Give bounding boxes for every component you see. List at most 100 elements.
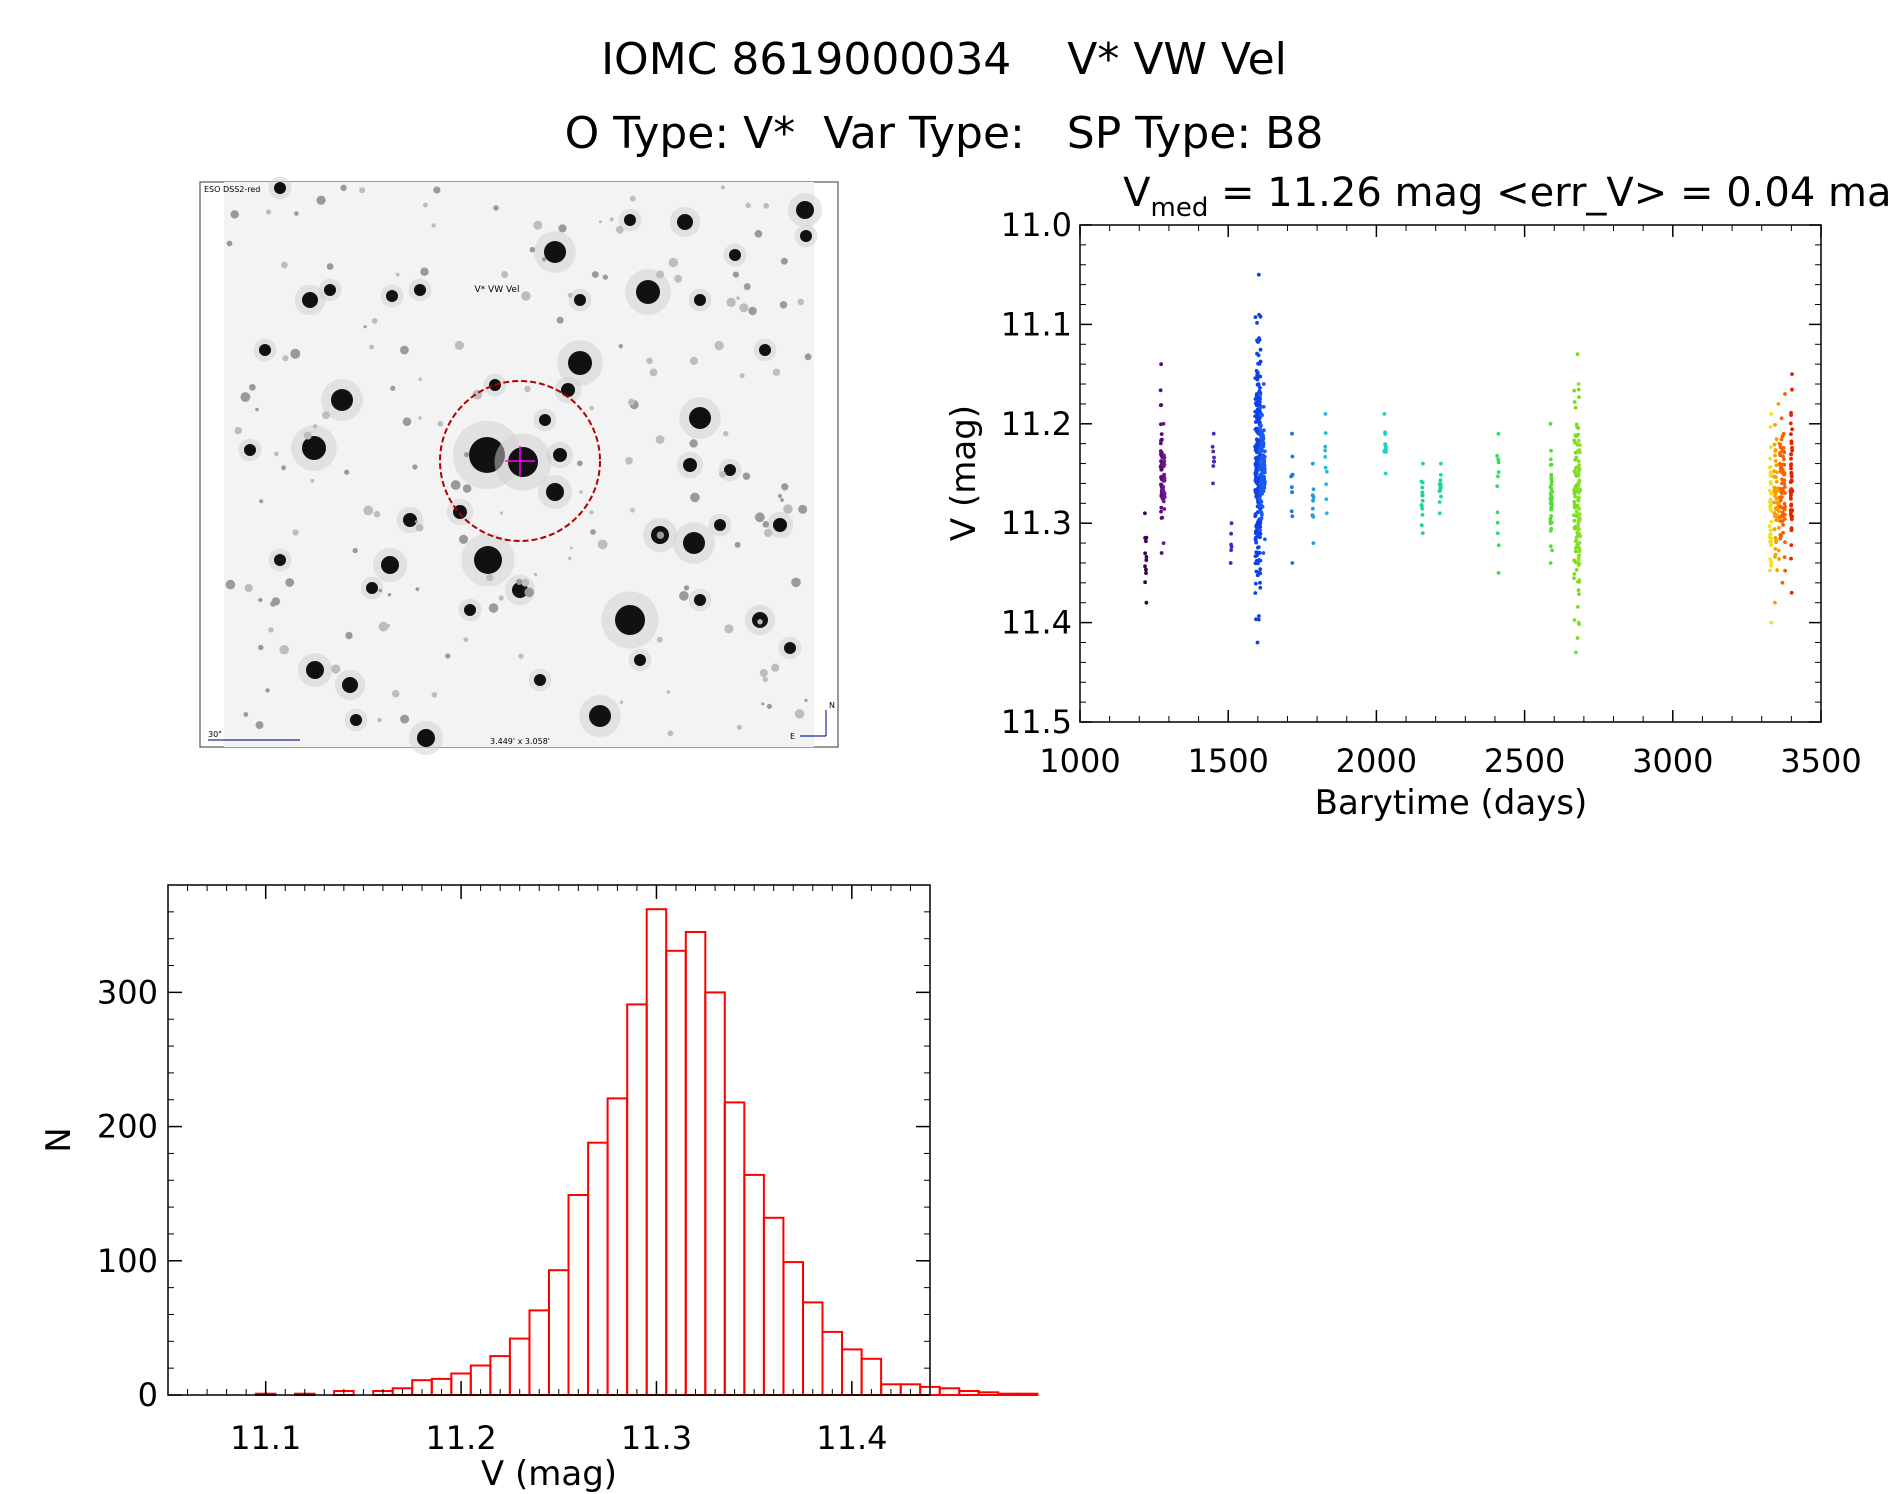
lc-point-20 [1789, 556, 1793, 561]
faint-star [281, 261, 288, 269]
lc-point-6 [1260, 442, 1265, 446]
faint-star [720, 185, 725, 190]
lc-point-2 [1162, 455, 1167, 460]
faint-star [762, 521, 770, 528]
lc-point-19 [1779, 519, 1783, 523]
lc-point-15 [1572, 572, 1577, 576]
faint-star [724, 624, 734, 634]
lc-point-19 [1782, 501, 1787, 506]
lc-point-15 [1576, 432, 1580, 437]
faint-star [294, 211, 299, 216]
faint-star [609, 217, 614, 222]
lc-point-20 [1788, 421, 1793, 426]
lc-point-5 [1258, 359, 1263, 364]
lc-point-15 [1576, 588, 1581, 593]
lc-point-4 [1229, 531, 1233, 536]
lc-point-14 [1549, 490, 1554, 495]
lc-point-16 [1578, 488, 1583, 493]
lc-point-8 [1311, 514, 1316, 519]
scale-label: 30" [208, 730, 222, 739]
lc-point-6 [1263, 449, 1267, 454]
lc-point-9 [1324, 469, 1329, 474]
star [634, 654, 646, 666]
lc-point-8 [1311, 498, 1316, 502]
faint-star [371, 318, 378, 324]
faint-star [772, 368, 781, 376]
star [414, 284, 426, 296]
figure-title: IOMC 8619000034 V* VW Vel [601, 34, 1287, 85]
star [302, 292, 318, 308]
lc-point-3 [1210, 444, 1215, 449]
hist-xtick-label: 11.2 [425, 1419, 496, 1457]
faint-star [649, 368, 658, 377]
fov-label: 3.449' x 3.058' [490, 737, 550, 746]
lc-point-0 [1144, 600, 1149, 605]
star [568, 351, 592, 375]
star [534, 674, 546, 686]
star [381, 556, 399, 574]
faint-star [274, 451, 279, 457]
faint-star [656, 636, 663, 643]
faint-star [804, 698, 808, 703]
hist-bar [782, 1261, 804, 1396]
lc-point-20 [1789, 452, 1794, 457]
lc-point-17 [1769, 491, 1774, 496]
lc-point-6 [1261, 471, 1265, 475]
lc-point-20 [1789, 472, 1794, 476]
lc-point-8 [1311, 487, 1316, 492]
lc-point-5 [1258, 580, 1262, 585]
lc-point-5 [1253, 531, 1258, 535]
lc-point-17 [1768, 528, 1773, 532]
faint-star [377, 717, 382, 723]
faint-star [463, 637, 469, 643]
lc-point-11 [1420, 531, 1425, 535]
lc-point-3 [1212, 459, 1216, 464]
faint-star [556, 316, 564, 324]
lc-point-18 [1772, 527, 1777, 532]
lc-point-19 [1778, 515, 1783, 519]
lc-point-14 [1549, 479, 1554, 484]
lc-point-18 [1776, 402, 1781, 406]
lc-point-2 [1162, 478, 1167, 483]
lc-point-13 [1496, 460, 1501, 465]
faint-star [386, 624, 391, 628]
lc-point-5 [1253, 376, 1258, 380]
faint-star [423, 202, 428, 208]
lc-point-16 [1576, 382, 1581, 386]
lc-point-20 [1790, 508, 1794, 512]
star [624, 214, 636, 226]
star [259, 344, 271, 356]
faint-star [326, 263, 334, 270]
faint-star [363, 505, 374, 516]
faint-star [798, 504, 808, 514]
faint-star [402, 417, 412, 427]
lc-xtick-label: 2000 [1336, 742, 1417, 780]
lc-point-5 [1254, 477, 1258, 481]
lc-point-13 [1495, 510, 1500, 515]
lc-ytick-label: 11.1 [1001, 305, 1072, 343]
lc-point-1 [1159, 482, 1163, 487]
lc-point-10 [1382, 412, 1387, 416]
lc-point-19 [1778, 445, 1783, 450]
lc-ytick-label: 11.4 [1001, 604, 1072, 642]
north-label: N [829, 701, 835, 710]
faint-star [558, 224, 567, 233]
lc-point-12 [1437, 500, 1442, 504]
lc-point-19 [1778, 495, 1783, 500]
star [489, 379, 501, 391]
hist-bars [254, 908, 1039, 1397]
lc-point-18 [1773, 552, 1778, 557]
lc-ytick-label: 11.0 [1001, 206, 1072, 244]
lc-point-19 [1781, 445, 1786, 450]
lc-point-7 [1290, 473, 1294, 478]
lc-point-15 [1574, 455, 1579, 460]
lc-point-17 [1768, 425, 1773, 429]
lc-point-19 [1779, 416, 1784, 421]
lc-point-11 [1420, 490, 1425, 495]
lc-point-14 [1548, 501, 1553, 506]
lc-point-16 [1576, 459, 1581, 464]
faint-star [714, 340, 724, 351]
faint-star [719, 471, 726, 478]
lc-point-6 [1260, 462, 1265, 467]
lc-point-12 [1439, 461, 1443, 466]
